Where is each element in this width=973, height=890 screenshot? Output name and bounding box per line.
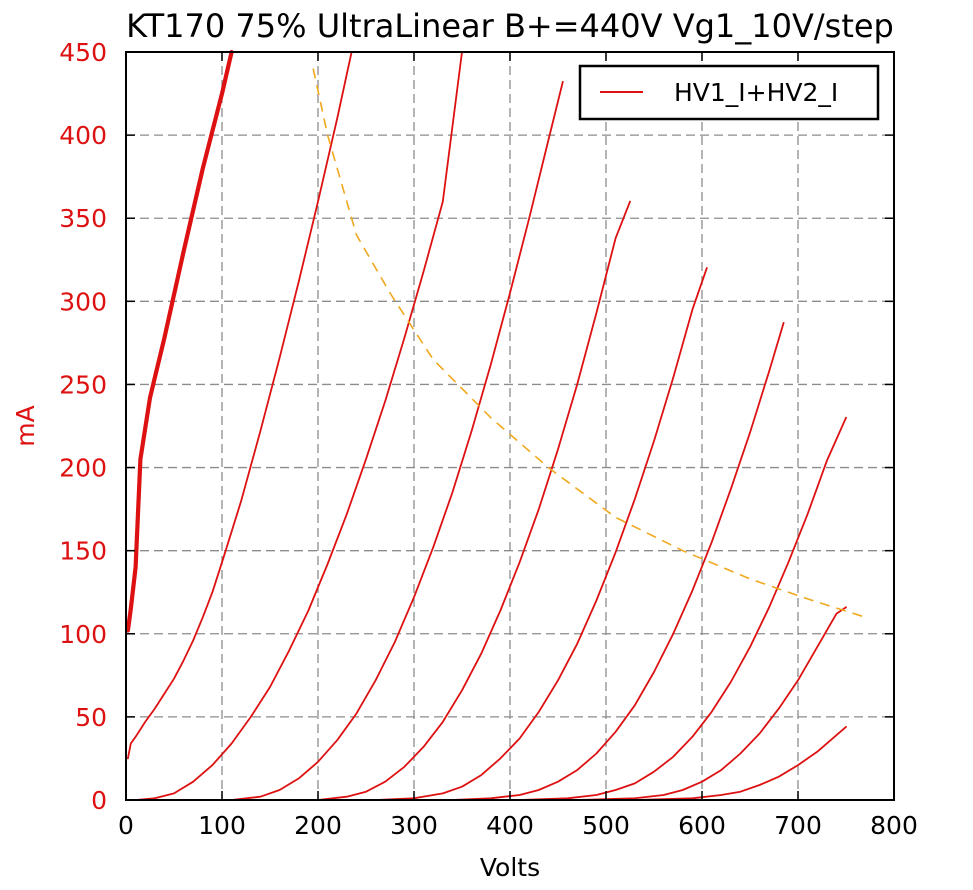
y-tick-label: 300 <box>59 287 107 316</box>
legend: HV1_I+HV2_I <box>578 64 880 121</box>
x-tick-label: 200 <box>294 811 342 840</box>
y-tick-label: 150 <box>59 537 107 566</box>
grid <box>126 52 894 800</box>
y-axis-label: mA <box>11 405 40 446</box>
y-tick-label: 350 <box>59 204 107 233</box>
ticks <box>125 51 895 801</box>
x-tick-label: 700 <box>774 811 822 840</box>
load-line <box>312 68 866 618</box>
x-tick-labels: 0 100 200 300 400 500 600 700 800 <box>118 811 918 840</box>
legend-label: HV1_I+HV2_I <box>674 78 838 107</box>
x-tick-label: 500 <box>582 811 630 840</box>
y-tick-label: 0 <box>91 786 107 815</box>
x-tick-label: 800 <box>870 811 918 840</box>
x-tick-label: 0 <box>118 811 134 840</box>
x-tick-label: 100 <box>198 811 246 840</box>
plate-curve-3 <box>134 51 463 801</box>
y-tick-label: 200 <box>59 454 107 483</box>
y-tick-label: 50 <box>75 703 107 732</box>
plate-curve-7 <box>451 322 785 801</box>
x-tick-label: 300 <box>390 811 438 840</box>
plate-curve-10 <box>633 726 847 801</box>
plate-curve-6 <box>374 267 708 801</box>
y-tick-label: 400 <box>59 121 107 150</box>
plate-curve-2 <box>127 51 353 760</box>
x-tick-label: 600 <box>678 811 726 840</box>
x-axis-label: Volts <box>480 853 540 882</box>
y-tick-label: 450 <box>59 38 107 67</box>
x-tick-label: 400 <box>486 811 534 840</box>
plate-curve-9 <box>576 606 847 801</box>
y-tick-labels: 0 50 100 150 200 250 300 350 400 450 <box>59 38 107 815</box>
plate-curve-1 <box>125 49 234 633</box>
load-line-group <box>312 68 866 618</box>
curve-group <box>125 49 847 801</box>
y-tick-label: 100 <box>59 620 107 649</box>
y-tick-label: 250 <box>59 370 107 399</box>
plate-curve-4 <box>230 81 564 801</box>
plate-curve-5 <box>317 200 631 801</box>
chart-title: KT170 75% UltraLinear B+=440V Vg1_10V/st… <box>126 7 894 45</box>
